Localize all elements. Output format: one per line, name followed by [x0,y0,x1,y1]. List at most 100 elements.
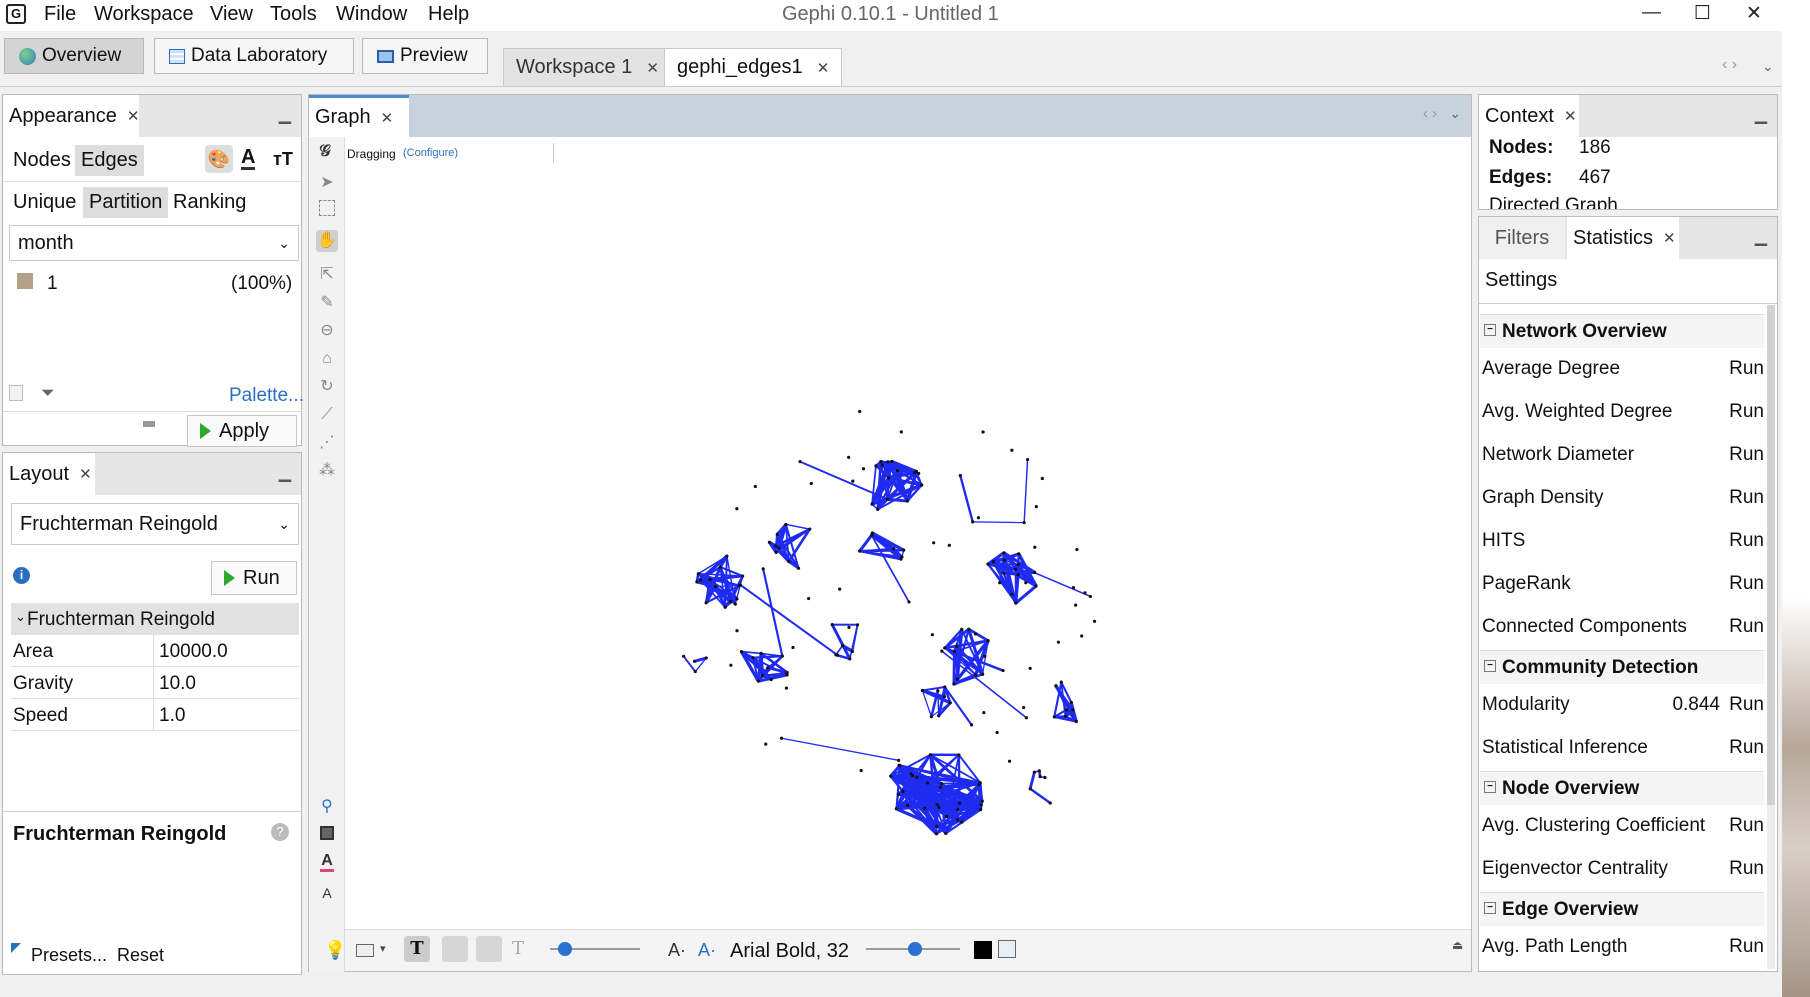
graph-node[interactable] [982,710,986,715]
tab-statistics[interactable]: Statistics ✕ [1567,217,1679,259]
graph-node[interactable] [699,578,703,582]
graph-node[interactable] [729,663,733,667]
graph-node[interactable] [1071,708,1075,712]
graph-node[interactable] [887,476,891,480]
label-color-icon[interactable]: A [241,146,256,170]
workspace-tab-1[interactable]: Workspace 1 ✕ [503,48,672,86]
graph-node[interactable] [850,649,855,653]
graph-node[interactable] [1056,640,1061,644]
tab-context[interactable]: Context ✕ [1479,95,1579,137]
graph-node[interactable] [948,701,952,705]
graph-node[interactable] [1016,573,1020,577]
overview-mode-button[interactable]: Overview [4,38,144,74]
edge-pencil-icon[interactable]: ⟋ [321,406,333,423]
graph-node[interactable] [1002,551,1006,555]
graph-node[interactable] [751,656,755,660]
graph-node[interactable] [886,460,890,464]
graph-node[interactable] [847,625,851,629]
graph-node[interactable] [876,507,880,511]
close-icon[interactable]: ✕ [79,466,92,483]
graph-node[interactable] [774,544,778,548]
label-settings-icon[interactable] [998,940,1016,958]
graph-node[interactable] [958,473,962,478]
param-row-speed[interactable]: Speed 1.0 [11,699,299,731]
network-graph-canvas[interactable] [345,170,1469,928]
graph-node[interactable] [777,546,781,550]
graph-node[interactable] [735,507,739,511]
graph-node[interactable] [735,629,739,633]
graph-node[interactable] [998,581,1002,585]
graph-node[interactable] [942,695,947,699]
auto-apply-icon[interactable] [143,421,155,427]
color-palette-icon[interactable]: 🎨 [205,145,233,173]
graph-node[interactable] [937,805,941,810]
graph-node[interactable] [1013,567,1018,571]
sizer-icon[interactable]: ⊖ [320,322,334,339]
graph-node[interactable] [759,651,763,656]
graph-node[interactable] [936,689,940,693]
close-icon[interactable]: ✕ [816,59,830,77]
graph-node[interactable] [907,600,911,604]
graph-node[interactable] [932,541,936,545]
graph-node[interactable] [764,742,768,746]
graph-node[interactable] [983,654,987,658]
graph-node[interactable] [939,785,943,789]
graph-node[interactable] [952,650,956,654]
graph-node[interactable] [935,824,939,828]
presets-button[interactable]: Presets... [31,945,108,965]
graph-node[interactable] [1010,592,1014,596]
graph-node[interactable] [718,565,722,569]
graph-node[interactable] [723,605,727,609]
font-decrease-icon[interactable]: A· [668,940,686,960]
run-layout-button[interactable]: Run [211,561,297,595]
close-icon[interactable]: ✕ [380,109,394,127]
graph-node[interactable] [947,543,951,547]
label-font-button[interactable]: Arial Bold, 32 [730,940,849,962]
configure-link[interactable]: (Configure) [403,147,459,159]
graph-node[interactable] [1034,505,1038,509]
graph-node[interactable] [796,566,801,570]
slider-thumb[interactable] [558,942,572,956]
graph-node[interactable] [695,580,699,584]
text-color-icon[interactable]: A [320,852,334,872]
gravity-value[interactable]: 10.0 [159,673,196,694]
filter-funnel-icon[interactable]: ⏷ [41,383,55,402]
graph-node[interactable] [895,469,900,473]
graph-node[interactable] [1075,547,1079,552]
minimize-panel-icon[interactable]: ▁ [1754,107,1767,124]
graph-node[interactable] [1010,448,1014,452]
graph-node[interactable] [830,623,834,627]
graph-node[interactable] [1092,619,1097,623]
graph-node[interactable] [808,527,812,531]
graph-node[interactable] [960,820,964,824]
graph-node[interactable] [1024,581,1028,585]
collapse-icon[interactable]: − [1484,902,1496,914]
heatmap-icon[interactable]: ⁂ [319,462,335,479]
graph-node[interactable] [1002,558,1007,562]
preview-mode-button[interactable]: Preview [362,38,488,74]
settings-button[interactable]: Settings [1485,269,1558,291]
graph-node[interactable] [943,646,947,650]
graph-node[interactable] [969,723,974,727]
graph-node[interactable] [838,587,842,591]
graph-node[interactable] [879,460,883,464]
tab-layout[interactable]: Layout ✕ [3,453,95,495]
graph-node[interactable] [1063,714,1068,718]
run-stat-button[interactable]: Run [1729,358,1764,379]
shortest-path-icon[interactable]: ⋰ [319,434,335,451]
graph-node[interactable] [787,559,791,564]
stats-scrollbar[interactable] [1767,305,1775,969]
graph-node[interactable] [920,688,924,693]
close-icon[interactable]: ✕ [1663,230,1676,247]
graph-node[interactable] [939,782,944,786]
graph-node[interactable] [785,673,789,677]
label-size-icon[interactable]: ᴛT [273,149,293,169]
graph-node[interactable] [791,645,795,650]
graph-node[interactable] [920,483,924,487]
graph-node[interactable] [693,669,697,674]
graph-node[interactable] [889,774,893,778]
run-stat-button[interactable]: Run [1729,858,1764,879]
graph-node[interactable] [944,814,949,819]
lightbulb-icon[interactable]: 💡 [324,940,347,960]
graph-node[interactable] [906,803,910,807]
